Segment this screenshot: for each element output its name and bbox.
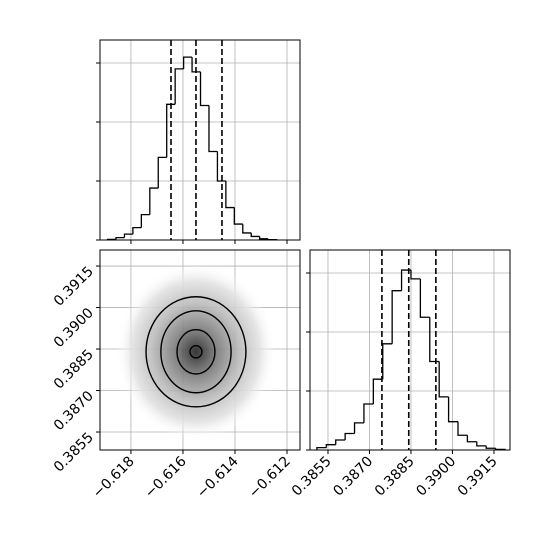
x-tick-label: 0.3870 (330, 454, 376, 500)
histogram-bin (372, 378, 383, 404)
x-tick-label: −0.614 (194, 453, 242, 501)
histogram-bin (250, 232, 260, 238)
histogram-bin (149, 187, 159, 215)
x-tick-label: −0.612 (246, 454, 294, 502)
axes-frame (99, 39, 301, 241)
histogram-bin (429, 317, 440, 363)
histogram-bin (132, 226, 142, 235)
histogram-bin (344, 432, 355, 440)
contour (160, 310, 232, 394)
histogram-bin (191, 57, 201, 73)
sample-cloud (116, 263, 276, 440)
histogram-bin (419, 278, 430, 318)
x-tick-label: −0.616 (142, 453, 190, 501)
histogram-bin (476, 441, 487, 447)
histogram-bin (259, 236, 269, 240)
histogram-bin (466, 435, 477, 443)
y-tick-label: 0.3870 (51, 388, 97, 434)
histogram-bin (382, 343, 393, 380)
histogram-bin (391, 290, 402, 344)
x-tick-label: 0.3915 (455, 454, 501, 500)
x-tick-label: 0.3900 (413, 454, 459, 500)
histogram-bin (353, 422, 364, 434)
y-tick-label: 0.3900 (51, 305, 97, 351)
histogram-bin (115, 236, 125, 240)
histogram-bin (363, 403, 374, 423)
histogram-bin (410, 270, 421, 280)
contour (145, 296, 247, 408)
histogram-bin (208, 105, 218, 153)
x-tick-label: −0.618 (90, 454, 138, 502)
histogram-bin (225, 181, 235, 209)
axes-frame (309, 249, 511, 451)
histogram-bin (123, 233, 133, 238)
x-tick-label: 0.3855 (289, 454, 335, 500)
histogram-bin (316, 446, 327, 450)
histogram-bin (199, 71, 209, 107)
histogram-bin (233, 207, 243, 225)
histogram-bin (157, 156, 167, 189)
histogram-bin (438, 361, 449, 398)
histogram-bin (182, 56, 193, 69)
contour (176, 328, 216, 375)
y-tick-label: 0.3855 (51, 430, 97, 476)
histogram-bin (216, 151, 226, 182)
histogram-bin (457, 421, 468, 436)
histogram-bin (400, 269, 411, 291)
contour (189, 345, 203, 359)
histogram-bin (242, 224, 252, 234)
histogram-bin (335, 439, 346, 445)
histogram-bin (485, 445, 496, 449)
histogram-bin (166, 103, 176, 158)
axes-frame (99, 249, 301, 451)
histogram-bin (447, 396, 458, 423)
x-tick-label: 0.3885 (372, 454, 418, 500)
histogram-bin (140, 213, 150, 228)
histogram-bin (325, 444, 336, 448)
y-tick-label: 0.3915 (51, 264, 97, 310)
y-tick-label: 0.3885 (51, 347, 97, 393)
histogram-bin (174, 68, 184, 105)
